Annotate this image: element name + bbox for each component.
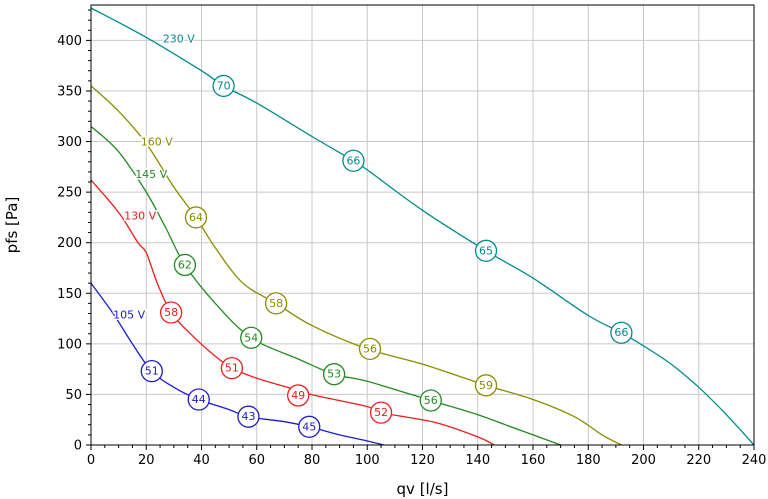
marker-circle xyxy=(140,360,163,383)
efficiency-marker-230-v: 66 xyxy=(342,149,365,172)
y-tick-label: 0 xyxy=(74,439,82,454)
marker-label: 64 xyxy=(189,211,203,224)
x-tick-label: 240 xyxy=(742,453,767,468)
efficiency-marker-145-v: 62 xyxy=(173,253,197,277)
marker-circle xyxy=(419,389,442,412)
marker-circle xyxy=(474,239,498,262)
efficiency-marker-105-v: 51 xyxy=(140,360,163,383)
y-tick-label: 100 xyxy=(57,337,82,352)
efficiency-marker-130-v: 58 xyxy=(159,301,183,324)
marker-circle xyxy=(369,401,393,424)
marker-circle xyxy=(298,415,321,438)
x-tick-labels: 0 20 40 60 80 100 120 140 160 180 200 220 240 xyxy=(87,453,767,468)
efficiency-marker-145-v: 53 xyxy=(322,363,346,386)
marker-label: 53 xyxy=(327,368,341,381)
efficiency-marker-105-v: 43 xyxy=(237,405,260,428)
x-tick-label: 180 xyxy=(576,453,601,468)
x-tick-label: 40 xyxy=(193,453,210,468)
x-tick-label: 0 xyxy=(87,453,95,468)
marker-circle xyxy=(184,206,208,229)
marker-circle xyxy=(264,292,288,315)
marker-circle xyxy=(237,405,260,428)
series-name-label: 130 V xyxy=(124,209,156,222)
x-tick-label: 120 xyxy=(410,453,435,468)
efficiency-marker-105-v: 45 xyxy=(298,415,321,438)
marker-circle xyxy=(342,149,365,172)
marker-label: 43 xyxy=(241,410,255,423)
efficiency-marker-145-v: 56 xyxy=(419,389,442,412)
efficiency-marker-145-v: 54 xyxy=(240,326,263,349)
x-tick-label: 60 xyxy=(248,453,265,468)
y-tick-label: 300 xyxy=(57,135,82,150)
series-line-160-v xyxy=(90,85,622,446)
x-tick-label: 100 xyxy=(355,453,380,468)
marker-label: 51 xyxy=(225,362,239,375)
marker-label: 62 xyxy=(178,258,192,271)
marker-circle xyxy=(474,374,498,397)
series-name-label: 230 V xyxy=(163,32,195,45)
efficiency-marker-230-v: 70 xyxy=(212,74,235,98)
marker-label: 59 xyxy=(479,379,493,392)
x-tick-label: 160 xyxy=(521,453,546,468)
marker-label: 56 xyxy=(424,394,438,407)
series-line-145-v xyxy=(90,125,561,446)
efficiency-marker-160-v: 59 xyxy=(474,374,498,397)
y-tick-label: 250 xyxy=(57,186,82,201)
x-tick-label: 200 xyxy=(631,453,656,468)
marker-label: 51 xyxy=(145,365,159,378)
plot-frame xyxy=(90,4,755,446)
marker-label: 58 xyxy=(164,306,178,319)
x-tick-label: 80 xyxy=(304,453,321,468)
series-labels: 230 V 160 V 145 V 130 V 105 V xyxy=(112,31,197,323)
x-tick-label: 20 xyxy=(138,453,155,468)
efficiency-markers: 70 66 65 66 64 58 56 59 62 54 53 56 58 51 49 52 51 44 43 45 xyxy=(140,74,633,438)
marker-circle xyxy=(187,388,210,411)
marker-circle xyxy=(212,74,235,98)
marker-label: 70 xyxy=(217,79,231,92)
x-axis-label: qv [l/s] xyxy=(397,480,449,498)
y-tick-label: 350 xyxy=(57,84,82,99)
efficiency-marker-230-v: 65 xyxy=(474,239,498,262)
x-tick-label: 140 xyxy=(465,453,490,468)
marker-label: 45 xyxy=(302,420,316,433)
marker-label: 54 xyxy=(244,331,258,344)
marker-label: 66 xyxy=(614,326,628,339)
y-tick-label: 400 xyxy=(57,34,82,49)
efficiency-marker-105-v: 44 xyxy=(187,388,210,411)
y-tick-label: 50 xyxy=(65,388,82,403)
y-tick-labels: 0 50 100 150 200 250 300 350 400 xyxy=(57,34,82,454)
y-axis-label: pfs [Pa] xyxy=(3,197,21,254)
series-name-label: 105 V xyxy=(113,309,145,322)
marker-circle xyxy=(358,337,382,361)
efficiency-marker-160-v: 58 xyxy=(264,292,288,315)
series-name-label: 145 V xyxy=(135,168,167,181)
efficiency-marker-130-v: 51 xyxy=(220,356,244,380)
marker-label: 58 xyxy=(269,297,283,310)
efficiency-marker-160-v: 56 xyxy=(358,337,382,361)
x-tick-label: 220 xyxy=(686,453,711,468)
efficiency-marker-230-v: 66 xyxy=(610,321,633,344)
efficiency-marker-160-v: 64 xyxy=(184,206,208,229)
y-tick-label: 150 xyxy=(57,287,82,302)
efficiency-marker-130-v: 52 xyxy=(369,401,393,424)
marker-circle xyxy=(173,253,197,277)
y-tick-label: 200 xyxy=(57,236,82,251)
marker-label: 49 xyxy=(291,389,305,402)
marker-circle xyxy=(287,384,310,407)
marker-circle xyxy=(240,326,263,349)
minor-ticks xyxy=(86,9,755,450)
series-name-label: 160 V xyxy=(141,136,173,149)
marker-circle xyxy=(610,321,633,344)
marker-circle xyxy=(322,363,346,386)
marker-label: 56 xyxy=(363,342,377,355)
marker-label: 52 xyxy=(374,406,388,419)
marker-circle xyxy=(159,301,183,324)
series-line-105-v xyxy=(90,282,384,446)
efficiency-marker-130-v: 49 xyxy=(287,384,310,407)
marker-label: 66 xyxy=(346,154,360,167)
marker-circle xyxy=(220,356,244,380)
marker-label: 44 xyxy=(192,393,206,406)
marker-label: 65 xyxy=(479,244,493,257)
